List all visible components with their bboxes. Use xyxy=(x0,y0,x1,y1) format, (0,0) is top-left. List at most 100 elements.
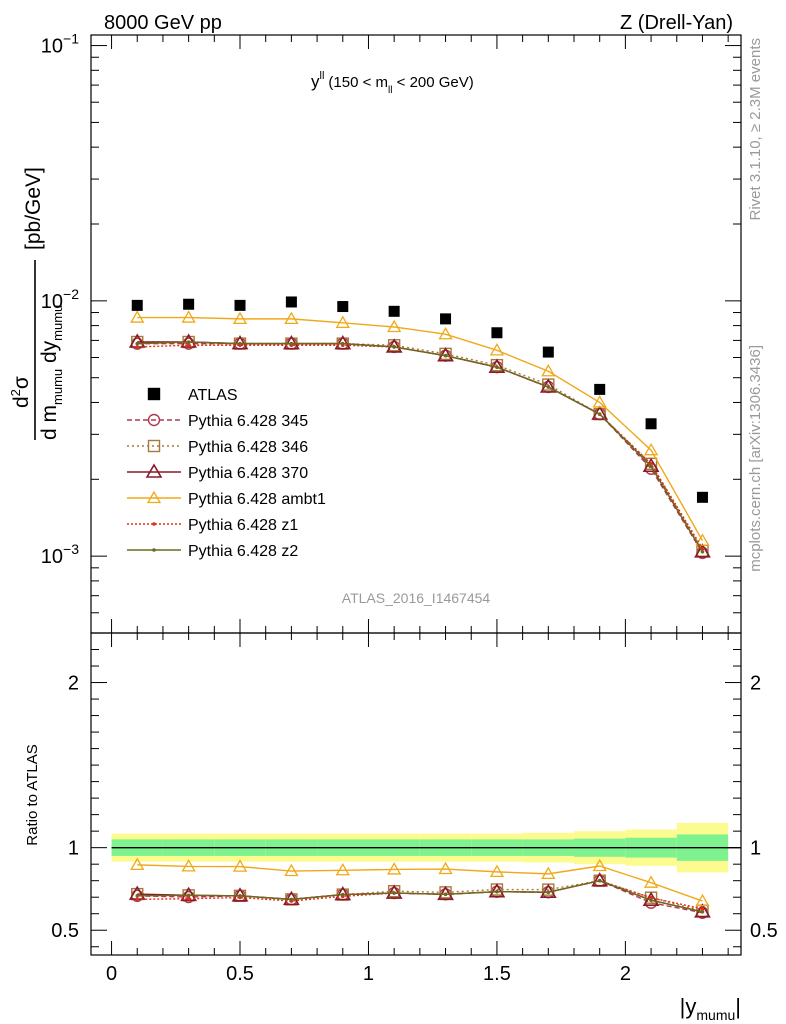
series-5-ratio-point xyxy=(340,892,345,897)
series-5-main-point xyxy=(700,550,705,554)
legend-atlas-label: ATLAS xyxy=(188,387,238,404)
series-5-ratio-point xyxy=(495,889,499,894)
side-label-rivet: Rivet 3.1.10, ≥ 2.3M events xyxy=(747,38,764,221)
series-3-main-point xyxy=(232,311,248,325)
main-y-axis-label: d2σ d mmumu dymumu [pb/GeV] xyxy=(8,167,65,440)
legend-series-label: Pythia 6.428 370 xyxy=(188,465,308,482)
ratio-y-axis-label: Ratio to ATLAS xyxy=(24,744,41,845)
series-3-ratio-point xyxy=(489,864,505,878)
series-3-main-point xyxy=(489,343,505,356)
series-2-main-point xyxy=(642,457,660,473)
series-2-ratio-point xyxy=(488,883,506,898)
atlas-data-point xyxy=(285,296,297,308)
series-3-main-point xyxy=(181,310,196,323)
legend-atlas-marker xyxy=(147,387,161,401)
annotation-range-suffix: < 200 GeV) xyxy=(392,74,473,91)
series-3-main-point xyxy=(541,363,556,377)
header-left: 8000 GeV pp xyxy=(104,12,222,34)
main-y-tick-label: 10−2 xyxy=(41,286,79,313)
series-3-ratio-point xyxy=(335,862,350,876)
ratio-y-tick-label: 2 xyxy=(68,673,79,695)
atlas-data-point xyxy=(696,491,708,503)
ratio-y-tick-label-right: 0.5 xyxy=(750,920,778,942)
atlas-data-layer xyxy=(131,296,708,503)
annotation-range-sub: ll xyxy=(388,85,392,96)
series-3-ratio-point xyxy=(643,875,659,888)
legend-series-marker xyxy=(147,413,161,427)
atlas-data-point xyxy=(131,299,143,311)
ratio-y-tick-label: 1 xyxy=(68,838,79,860)
atlas-data-point xyxy=(388,305,400,317)
series-4-ratio-line xyxy=(137,879,703,910)
series-2-ratio-point xyxy=(591,872,609,887)
series-3-main-point xyxy=(592,395,607,408)
series-3-main-point xyxy=(130,310,145,323)
x-tick-label: 0.5 xyxy=(226,963,254,985)
series-3-main-point xyxy=(387,319,402,333)
x-tick-label: 1 xyxy=(363,963,374,985)
series-2-ratio-point xyxy=(334,886,352,901)
svg-text:d2σ: d2σ xyxy=(8,376,33,408)
atlas-data-point xyxy=(337,301,349,313)
series-5-main-point xyxy=(289,341,294,346)
svg-text:d mmumu dymumu: d mmumu dymumu xyxy=(38,305,65,440)
series-3-main-point xyxy=(284,311,299,325)
series-5-main-point xyxy=(546,385,551,389)
series-5-ratio-point xyxy=(597,878,602,883)
x-tick-label: 0 xyxy=(106,963,117,985)
ratio-y-tick-label: 0.5 xyxy=(51,920,79,942)
series-0-ratio-line xyxy=(137,879,703,914)
x-tick-label: 1.5 xyxy=(483,963,511,985)
main-y-unit: [pb/GeV] xyxy=(22,167,45,250)
series-3-ratio-line xyxy=(137,864,703,902)
series-3-main-point xyxy=(643,442,659,456)
series-5-main-point xyxy=(649,464,653,469)
header-right: Z (Drell-Yan) xyxy=(620,12,733,34)
series-5-main-point xyxy=(186,340,191,344)
series-2-main-point xyxy=(283,335,300,350)
legend-series-label: Pythia 6.428 ambt1 xyxy=(188,491,326,508)
series-5-ratio-point xyxy=(392,891,396,895)
legend-series-label: Pythia 6.428 345 xyxy=(188,413,308,430)
series-3-ratio-point xyxy=(232,859,248,872)
main-y-tick-label: 10−3 xyxy=(41,541,79,568)
series-5-ratio-point xyxy=(289,897,294,902)
ratio-panel-frame xyxy=(90,632,742,956)
series-5-main-point xyxy=(597,412,602,416)
annotation-main: y xyxy=(311,72,320,91)
series-2-main-point xyxy=(591,405,609,420)
series-3-main-point xyxy=(695,533,710,546)
main-y-tick-label: 10−1 xyxy=(41,31,79,58)
series-3-ratio-point xyxy=(130,857,145,871)
series-2-ratio-point xyxy=(385,884,403,899)
series-3-main-line xyxy=(137,316,704,541)
series-2-main-point xyxy=(694,543,711,558)
series-5-ratio-line xyxy=(137,879,703,913)
series-5-ratio-point xyxy=(649,898,653,903)
axis-ticks: 0 0.5 1 1.5 2 10−1 10−2 10−3 0.5 0.5 1 1 2 2 xyxy=(41,31,778,985)
legend-series-label: Pythia 6.428 z2 xyxy=(188,543,298,560)
ratio-y-tick-label-right: 1 xyxy=(750,838,761,860)
atlas-data-point xyxy=(491,327,503,339)
x-axis-label: |ymumu| xyxy=(680,994,741,1023)
series-5-main-point xyxy=(495,365,499,369)
legend-series-marker xyxy=(152,522,156,526)
series-5-ratio-point xyxy=(238,894,242,898)
series-5-main-point xyxy=(340,341,345,346)
series-3-ratio-point xyxy=(181,859,196,872)
legend: ATLAS Pythia 6.428 345 Pythia 6.428 346 Pyt… xyxy=(127,387,326,560)
side-label-mcplots: mcplots.cern.ch [arXiv:1306.3436] xyxy=(747,345,764,572)
series-5-main-point xyxy=(392,345,396,349)
legend-series-marker xyxy=(146,490,162,504)
atlas-data-point xyxy=(594,383,606,395)
atlas-data-point xyxy=(645,418,657,430)
ratio-y-tick-label-right: 2 xyxy=(750,673,761,695)
atlas-data-point xyxy=(542,346,554,358)
series-2-main-point xyxy=(334,335,352,350)
atlas-data-point xyxy=(440,313,452,325)
legend-series-marker xyxy=(147,439,161,453)
legend-series-marker xyxy=(152,548,156,552)
series-2-ratio-point xyxy=(437,885,454,901)
legend-series-label: Pythia 6.428 z1 xyxy=(188,517,298,534)
series-3-ratio-point xyxy=(541,866,556,880)
